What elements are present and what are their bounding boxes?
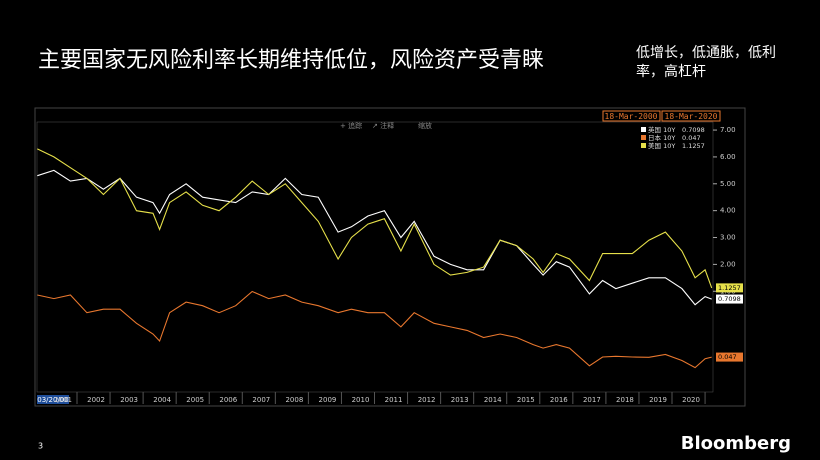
x-tick-label: 2006 xyxy=(219,396,237,404)
cursor-date: 03/20/00 xyxy=(37,396,68,404)
x-tick-label: 2007 xyxy=(252,396,270,404)
y-tick-label: 4.00 xyxy=(720,207,736,215)
x-tick-label: 2015 xyxy=(517,396,535,404)
plot-area xyxy=(36,121,714,393)
series-line xyxy=(37,169,712,306)
slide-title: 主要国家无风险利率长期维持低位，风险资产受青睐 xyxy=(38,48,544,73)
x-tick-label: 2018 xyxy=(616,396,634,404)
side-note: 低增长，低通胀，低利率，高杠杆 xyxy=(636,45,776,80)
legend-label: 美国 10Y xyxy=(648,141,675,150)
y-tick-label: 5.00 xyxy=(720,180,736,188)
brand: Bloomberg xyxy=(681,433,791,454)
x-tick-label: 2019 xyxy=(649,396,667,404)
x-tick-label: 2001 xyxy=(54,396,72,404)
value-box-label: 1.1257 xyxy=(718,284,741,292)
value-box-label: 0.7098 xyxy=(718,295,741,303)
value-box xyxy=(716,283,743,293)
legend-label: 日本 10Y xyxy=(648,133,675,142)
toolbar-item[interactable]: 缩放 xyxy=(418,121,432,130)
legend-value: 0.7098 xyxy=(682,126,705,134)
toolbar-item[interactable]: ↗ 注释 xyxy=(372,121,394,130)
page-number: 3 xyxy=(38,442,43,451)
series-line xyxy=(37,290,712,369)
x-tick-label: 2011 xyxy=(385,396,403,404)
end-date: 18-Mar-2020 xyxy=(665,112,718,121)
x-tick-label: 2020 xyxy=(682,396,700,404)
x-tick-label: 2017 xyxy=(583,396,601,404)
x-tick-label: 2005 xyxy=(186,396,204,404)
x-tick-label: 2014 xyxy=(484,396,502,404)
legend-swatch xyxy=(641,135,646,140)
legend-value: 0.047 xyxy=(682,134,701,142)
value-box xyxy=(716,294,743,304)
x-tick-label: 2013 xyxy=(451,396,469,404)
x-tick-label: 2008 xyxy=(285,396,303,404)
x-tick-label: 2009 xyxy=(319,396,337,404)
series-line xyxy=(37,148,713,289)
x-tick-label: 2003 xyxy=(120,396,138,404)
value-box-label: 0.047 xyxy=(718,353,737,361)
x-tick-label: 2016 xyxy=(550,396,568,404)
y-tick-label: 3.00 xyxy=(720,234,736,242)
legend-swatch xyxy=(641,143,646,148)
value-box xyxy=(716,352,743,362)
start-date: 18-Mar-2000 xyxy=(605,112,658,121)
legend-value: 1.1257 xyxy=(682,142,705,150)
cursor-box xyxy=(37,395,69,404)
x-tick-label: 2012 xyxy=(418,396,436,404)
date-box[interactable] xyxy=(602,110,661,122)
date-box[interactable] xyxy=(661,110,721,122)
x-tick-label: 2002 xyxy=(87,396,105,404)
toolbar-item[interactable]: + 追踪 xyxy=(340,121,362,130)
y-tick-label: 6.00 xyxy=(720,153,736,161)
y-tick-label: 2.00 xyxy=(720,260,736,268)
x-tick-label: 2010 xyxy=(352,396,370,404)
legend-label: 英国 10Y xyxy=(648,125,675,134)
y-tick-label: 7.00 xyxy=(720,126,736,134)
legend-swatch xyxy=(641,127,646,132)
x-tick-label: 2004 xyxy=(153,396,171,404)
